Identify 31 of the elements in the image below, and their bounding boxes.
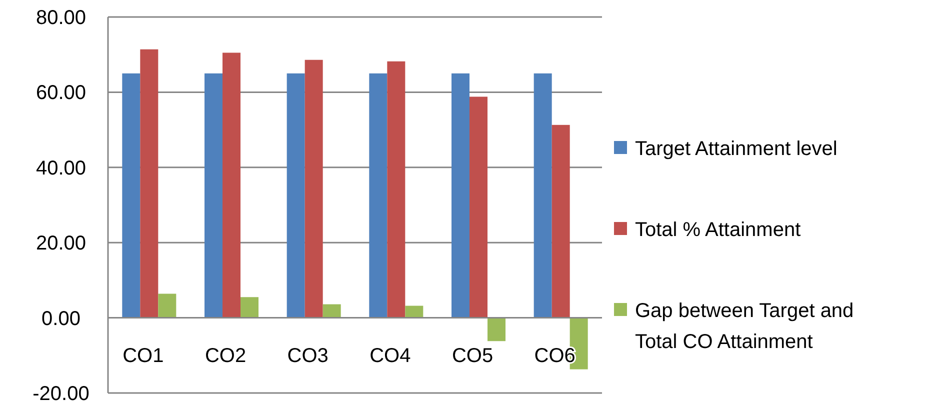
bar: [488, 318, 506, 342]
y-tick-label: 0.00: [42, 308, 80, 330]
y-tick-label: 60.00: [36, 82, 86, 104]
bar: [286, 73, 305, 318]
y-tick-label: 40.00: [36, 157, 86, 180]
x-tick-label: CO5: [452, 344, 494, 367]
bar: [552, 124, 570, 318]
bar: [534, 73, 552, 318]
bar: [222, 52, 240, 318]
bar: [158, 294, 176, 318]
bar: [122, 73, 140, 318]
legend-label: Target Attainment level: [635, 138, 838, 160]
x-tick-label: CO1: [122, 344, 164, 367]
bar: [304, 60, 323, 318]
bar: [140, 49, 158, 318]
bar: [387, 61, 406, 318]
bar: [369, 73, 388, 318]
y-tick-label: -20.00: [32, 383, 90, 405]
x-tick-label: CO3: [287, 344, 328, 367]
y-tick-label: 20.00: [36, 232, 86, 255]
y-tick-label: 80.00: [36, 7, 86, 29]
bar: [452, 73, 470, 318]
x-tick-label: CO4: [370, 344, 411, 367]
bar: [470, 96, 488, 318]
bar: [405, 306, 424, 318]
bar: [322, 304, 341, 318]
legend-label: Gap between Target and Total CO Attainment: [635, 300, 854, 353]
x-tick-label: CO2: [204, 344, 246, 367]
bar: [204, 73, 222, 318]
legend-label: Total % Attainment: [635, 219, 802, 241]
bar: [240, 297, 258, 318]
